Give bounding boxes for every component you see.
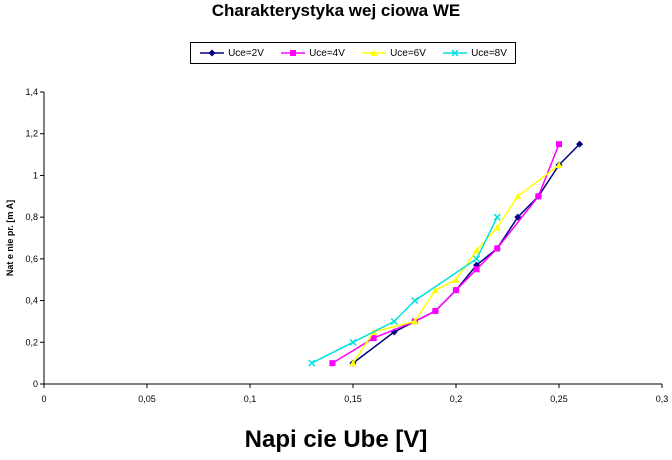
data-point <box>535 193 542 200</box>
y-tick-label: 1,4 <box>25 87 38 97</box>
data-point <box>453 287 459 294</box>
data-point <box>576 140 584 148</box>
x-tick-label: 0 <box>41 394 46 404</box>
series-1 <box>349 140 584 367</box>
legend-label: Uce=6V <box>390 47 426 59</box>
legend: Uce=2V Uce=4V Uce=6V Uce=8V <box>190 42 516 64</box>
x-tick-label: 0,2 <box>450 394 463 404</box>
data-point <box>555 161 563 168</box>
series-layer <box>308 140 584 367</box>
data-point <box>390 317 398 325</box>
legend-marker <box>451 49 459 57</box>
data-point <box>473 255 481 263</box>
data-point <box>370 335 377 342</box>
data-point <box>411 297 419 305</box>
legend-marker <box>370 49 378 56</box>
series-3 <box>349 161 563 367</box>
data-point <box>473 266 480 273</box>
x-tick-label: 0,15 <box>344 394 362 404</box>
legend-label: Uce=4V <box>309 47 345 59</box>
data-point <box>452 276 460 283</box>
legend-label: Uce=2V <box>228 47 264 59</box>
y-axis-title: Nat e nie pr. [m A] <box>5 199 15 277</box>
chart-title: Charakterystyka wej ciowa WE <box>211 1 461 20</box>
axes: 0 0,2 0,4 0,6 0,8 1 1,2 1,4 0 0,05 0,1 0,15 0,2 0,25 0… <box>25 87 668 404</box>
legend-label: Uce=8V <box>471 47 507 59</box>
y-tick-label: 0,8 <box>25 212 38 222</box>
y-tick-label: 1,2 <box>25 129 38 139</box>
data-point <box>493 213 501 221</box>
x-tick-label: 0,3 <box>656 394 669 404</box>
legend-swatch <box>281 50 306 56</box>
legend-entry-2: Uce=4V <box>280 48 345 59</box>
data-point <box>514 213 522 221</box>
x-tick-label: 0,1 <box>244 394 257 404</box>
series-2 <box>329 141 562 367</box>
series-line-2 <box>332 143 560 364</box>
data-point <box>494 245 501 252</box>
data-point <box>493 224 501 231</box>
data-point <box>349 338 357 346</box>
series-4 <box>308 213 501 367</box>
data-point <box>514 192 522 200</box>
data-point <box>411 317 419 325</box>
data-point <box>432 308 439 314</box>
x-tick-label: 0,05 <box>138 394 156 404</box>
legend-marker <box>208 49 216 57</box>
data-point <box>329 360 336 367</box>
x-tick-label: 0,25 <box>550 394 568 404</box>
legend-entry-1: Uce=2V <box>199 48 264 59</box>
data-point <box>431 286 439 294</box>
data-point <box>308 359 316 367</box>
legend-swatch <box>362 49 387 56</box>
legend-marker <box>290 50 297 56</box>
y-tick-label: 0,6 <box>25 254 38 264</box>
series-line-4 <box>311 216 498 364</box>
data-point <box>556 141 562 148</box>
y-tick-label: 0,2 <box>25 337 38 347</box>
x-axis-title: Napi cie Ube [V] <box>244 426 428 453</box>
legend-entry-3: Uce=6V <box>361 48 426 59</box>
legend-entry-4: Uce=8V <box>442 48 507 59</box>
data-point <box>349 359 357 367</box>
y-tick-label: 0,4 <box>25 296 38 306</box>
y-tick-label: 1 <box>33 170 38 180</box>
data-point <box>473 247 481 254</box>
legend-swatch <box>443 49 468 57</box>
y-tick-label: 0 <box>33 379 38 389</box>
legend-swatch <box>200 49 225 57</box>
